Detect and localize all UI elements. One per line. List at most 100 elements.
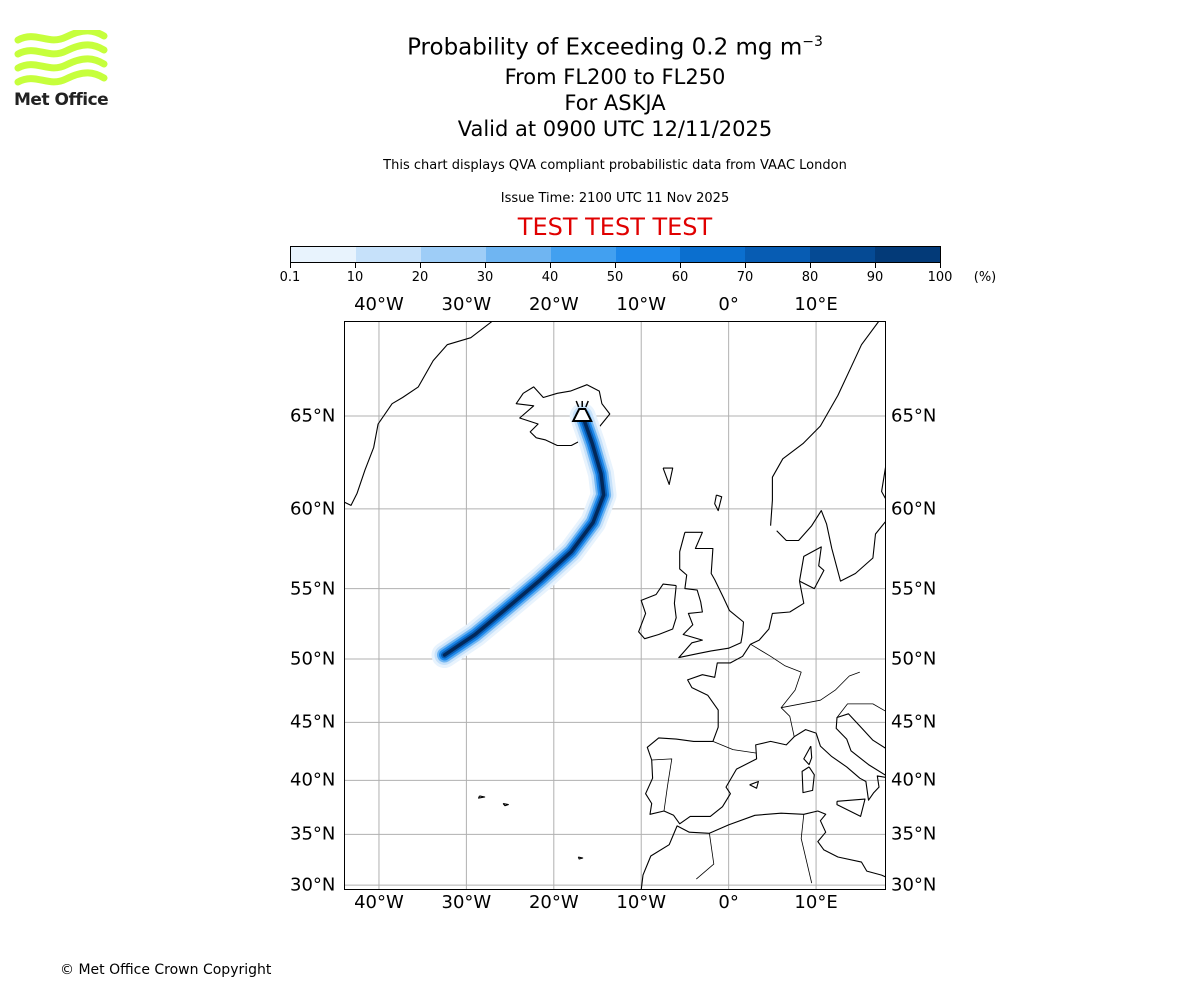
colorbar-unit: (%): [973, 270, 997, 285]
colorbar-tick: [550, 263, 551, 268]
colorbar-segment: [420, 247, 486, 262]
coastline-denmark: [798, 546, 825, 590]
longitude-label: 40°W: [354, 892, 404, 913]
latitude-label: 60°N: [891, 498, 937, 520]
longitude-label: 0°: [718, 892, 739, 913]
coastline-greenland: [344, 321, 493, 506]
latitude-label: 40°N: [891, 769, 937, 791]
latitude-label: 40°N: [290, 769, 336, 791]
longitude-label: 10°E: [794, 892, 838, 913]
colorbar-segment: [745, 247, 811, 262]
longitude-label: 30°W: [441, 892, 492, 913]
colorbar-tick: [745, 263, 746, 268]
colorbar-tick: [290, 263, 291, 268]
latitude-label: 35°N: [290, 823, 336, 845]
latitude-label: 60°N: [290, 498, 336, 520]
colorbar-segment: [615, 247, 681, 262]
colorbar-segment: [680, 247, 746, 262]
colorbar-tick: [615, 263, 616, 268]
map-canvas: [344, 321, 886, 890]
volcano-ash-stroke: [585, 400, 589, 408]
coastline-sardinia: [801, 766, 815, 794]
latitude-label: 55°N: [290, 578, 336, 600]
latitude-label: 55°N: [891, 578, 937, 600]
graticule: [344, 321, 886, 890]
coastlines: [344, 321, 886, 890]
plume-probability-band: [442, 414, 606, 657]
latitude-label: 35°N: [891, 823, 937, 845]
coastline-great-britain: [678, 531, 745, 659]
copyright: © Met Office Crown Copyright: [60, 962, 272, 978]
coastline-faroes: [662, 467, 674, 485]
volcano-line: For ASKJA: [564, 90, 666, 115]
latitude-label: 45°N: [891, 711, 937, 733]
coastline-sicily: [836, 798, 866, 817]
colorbar: [290, 246, 941, 263]
valid-time: Valid at 0900 UTC 12/11/2025: [457, 116, 773, 141]
ash-probability-plume: [431, 403, 617, 668]
volcano-icon: [571, 400, 593, 422]
logo-wave: [14, 55, 108, 72]
colorbar-segment: [355, 247, 421, 262]
map-frame: [344, 321, 886, 890]
coastline-iceland: [515, 384, 611, 447]
level-range: From FL200 to FL250: [504, 64, 726, 89]
longitude-label: 20°W: [528, 294, 579, 315]
coastline-corsica: [803, 745, 813, 766]
logo-text: Met Office: [14, 90, 109, 110]
colorbar-segment: [810, 247, 876, 262]
coastline-scandinavia: [770, 321, 880, 526]
coastline-mallorca: [749, 780, 759, 789]
colorbar-tick: [680, 263, 681, 268]
colorbar-tick-label: 50: [606, 270, 624, 285]
colorbar-tick: [355, 263, 356, 268]
colorbar-tick-label: 70: [736, 270, 754, 285]
volcano-cone: [571, 407, 593, 422]
country-border: [836, 703, 886, 718]
logo-wave: [14, 41, 108, 58]
colorbar-tick: [420, 263, 421, 268]
country-border: [651, 758, 673, 812]
logo-wave: [14, 69, 108, 86]
coastline-shetland: [714, 494, 723, 512]
coastline-azores-2: [478, 795, 486, 799]
coastline-continent: [645, 580, 886, 825]
country-border: [781, 671, 860, 709]
colorbar-tick: [875, 263, 876, 268]
coastline-madeira: [577, 856, 584, 860]
colorbar-tick-label: 80: [801, 270, 819, 285]
met-office-logo: Met Office: [14, 27, 109, 112]
colorbar-tick-label: 90: [866, 270, 884, 285]
colorbar-tick-label: 10: [346, 270, 364, 285]
volcano-ash-stroke: [575, 400, 580, 408]
colorbar-tick-label: 20: [411, 270, 429, 285]
longitude-label: 10°W: [616, 892, 667, 913]
country-border: [712, 741, 757, 754]
latitude-label: 65°N: [891, 405, 937, 427]
longitude-label: 20°W: [528, 892, 579, 913]
longitude-label: 30°W: [441, 294, 492, 315]
issue-time: Issue Time: 2100 UTC 11 Nov 2025: [500, 191, 730, 206]
coastline-ireland: [638, 583, 677, 640]
longitude-label: 10°W: [616, 294, 667, 315]
colorbar-segment: [875, 247, 941, 262]
colorbar-tick-label: 40: [541, 270, 559, 285]
country-border: [696, 833, 715, 880]
colorbar-tick-label: 100: [927, 270, 953, 285]
longitude-label: 10°E: [794, 294, 838, 315]
longitude-label: 0°: [718, 294, 739, 315]
coastline-sweden-west: [776, 464, 886, 582]
colorbar-segment: [550, 247, 616, 262]
colorbar-tick: [810, 263, 811, 268]
met-office-wave-logo-icon: [14, 27, 108, 86]
title-block: Probability of Exceeding 0.2 mg m−3 From…: [300, 26, 930, 142]
latitude-label: 30°N: [891, 874, 937, 896]
coastline-north-africa: [640, 810, 886, 890]
latitude-label: 50°N: [891, 648, 937, 670]
country-border: [750, 643, 802, 737]
plume-probability-band: [441, 412, 608, 659]
longitude-label: 40°W: [354, 294, 404, 315]
colorbar-segment: [291, 247, 356, 262]
colorbar-tick-label: 30: [476, 270, 494, 285]
logo-wave: [14, 27, 108, 44]
